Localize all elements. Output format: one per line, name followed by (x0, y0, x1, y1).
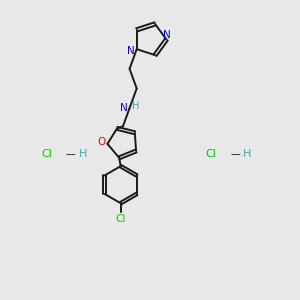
Text: H: H (132, 101, 140, 111)
Text: Cl: Cl (206, 149, 217, 160)
Text: N: N (163, 30, 171, 40)
Text: N: N (128, 46, 135, 56)
Text: H: H (79, 149, 87, 160)
Text: H: H (243, 149, 251, 160)
Text: —: — (66, 149, 76, 160)
Text: Cl: Cl (116, 214, 126, 224)
Text: —: — (230, 149, 240, 160)
Text: N: N (120, 103, 128, 113)
Text: O: O (97, 137, 106, 147)
Text: Cl: Cl (41, 149, 52, 160)
